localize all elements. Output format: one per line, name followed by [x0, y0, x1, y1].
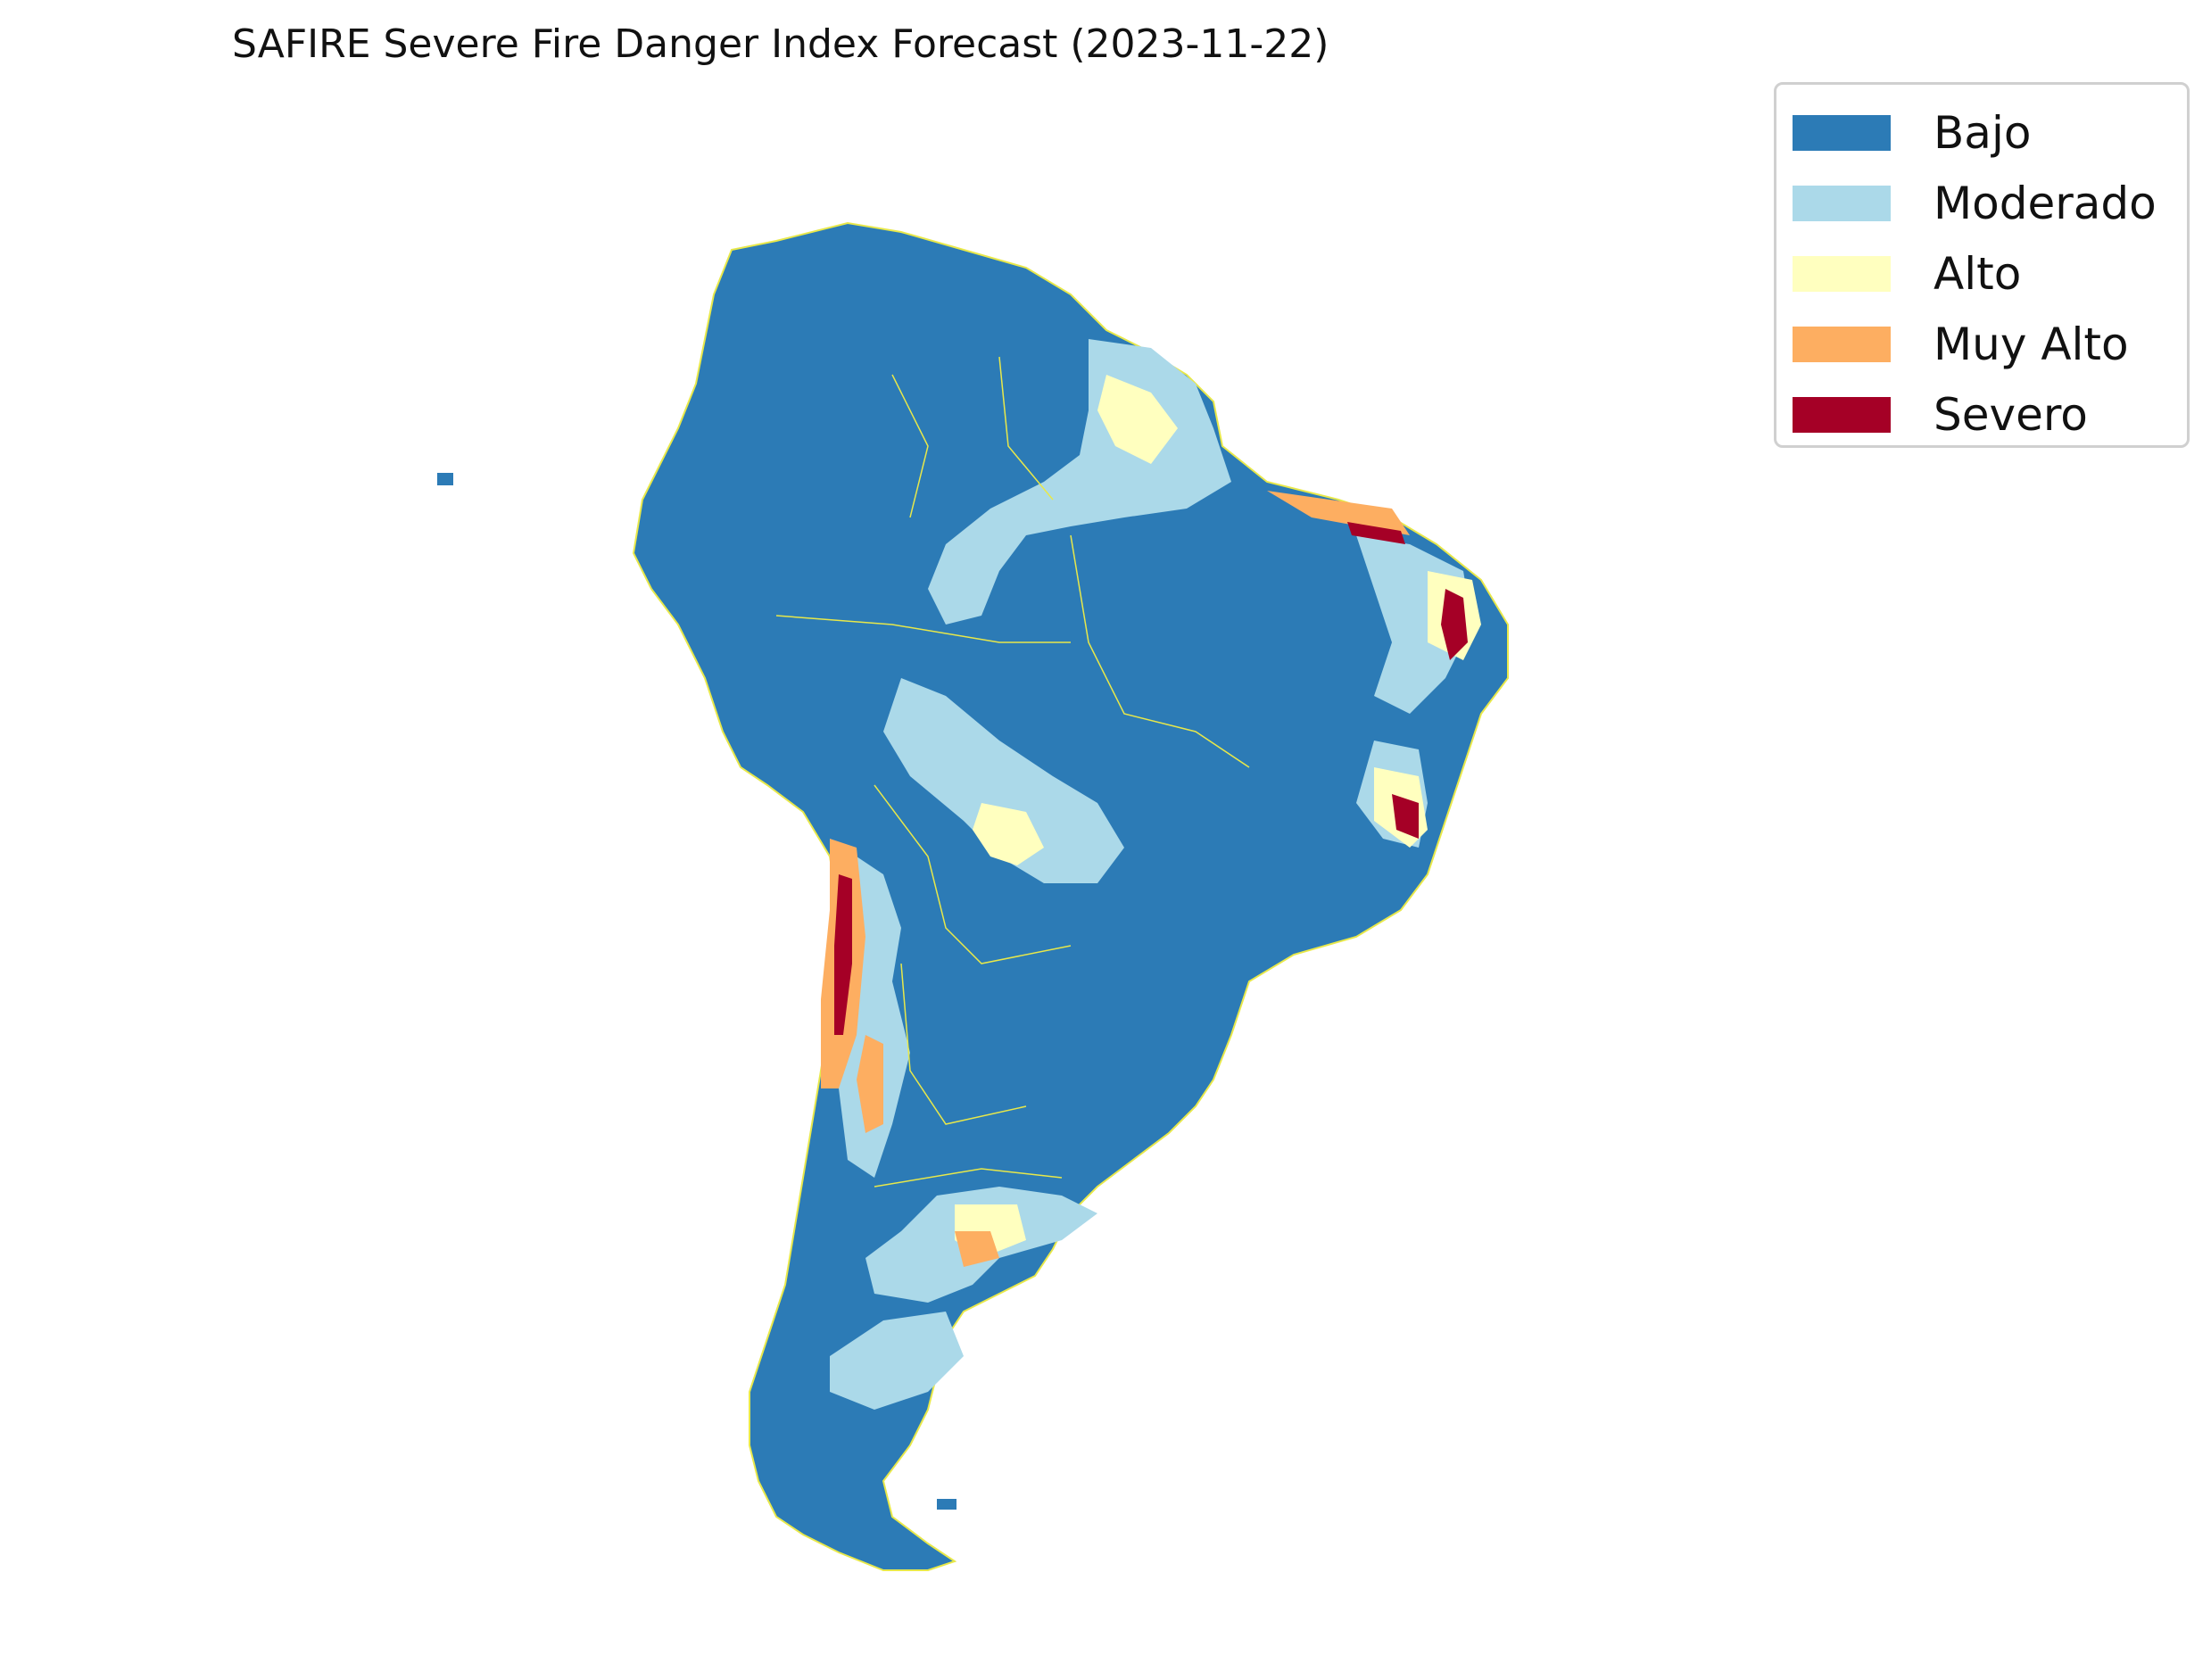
legend-item-bajo: Bajo: [1793, 97, 2171, 168]
legend-item-alto: Alto: [1793, 238, 2171, 309]
legend-item-muy-alto: Muy Alto: [1793, 309, 2171, 379]
severo-zone-andes: [834, 874, 852, 1035]
legend-label-severo: Severo: [1934, 388, 2088, 441]
map-title: SAFIRE Severe Fire Danger Index Forecast…: [232, 21, 1329, 67]
alto-zone-guiana: [1097, 375, 1178, 464]
galapagos-island: [437, 473, 453, 485]
legend-label-bajo: Bajo: [1934, 106, 2032, 159]
country-borders: [775, 356, 1250, 1188]
muy-alto-zone-coast: [1267, 491, 1410, 535]
legend-label-moderado: Moderado: [1934, 177, 2157, 229]
alto-zone-central: [973, 803, 1044, 865]
severo-zone-east: [1392, 794, 1419, 839]
legend-label-alto: Alto: [1934, 247, 2022, 300]
moderado-zone-central: [883, 678, 1124, 883]
legend-swatch-moderado: [1793, 185, 1891, 221]
legend-label-muy-alto: Muy Alto: [1934, 318, 2129, 370]
legend-swatch-severo: [1793, 396, 1891, 433]
legend-item-moderado: Moderado: [1793, 168, 2171, 238]
malvinas-island: [937, 1499, 956, 1510]
moderado-zone-patagonia: [830, 1312, 964, 1410]
legend: Bajo Moderado Alto Muy Alto Severo: [1774, 82, 2190, 448]
legend-swatch-muy-alto: [1793, 326, 1891, 362]
muy-alto-zone-andes-south: [857, 1035, 883, 1133]
south-america-landmass: [632, 221, 1509, 1571]
legend-swatch-bajo: [1793, 114, 1891, 151]
severo-zone-northeast: [1441, 589, 1468, 660]
muy-alto-zone-pampas: [955, 1231, 999, 1267]
legend-item-severo: Severo: [1793, 379, 2171, 450]
legend-swatch-alto: [1793, 255, 1891, 292]
severo-zone-coast: [1347, 522, 1405, 544]
